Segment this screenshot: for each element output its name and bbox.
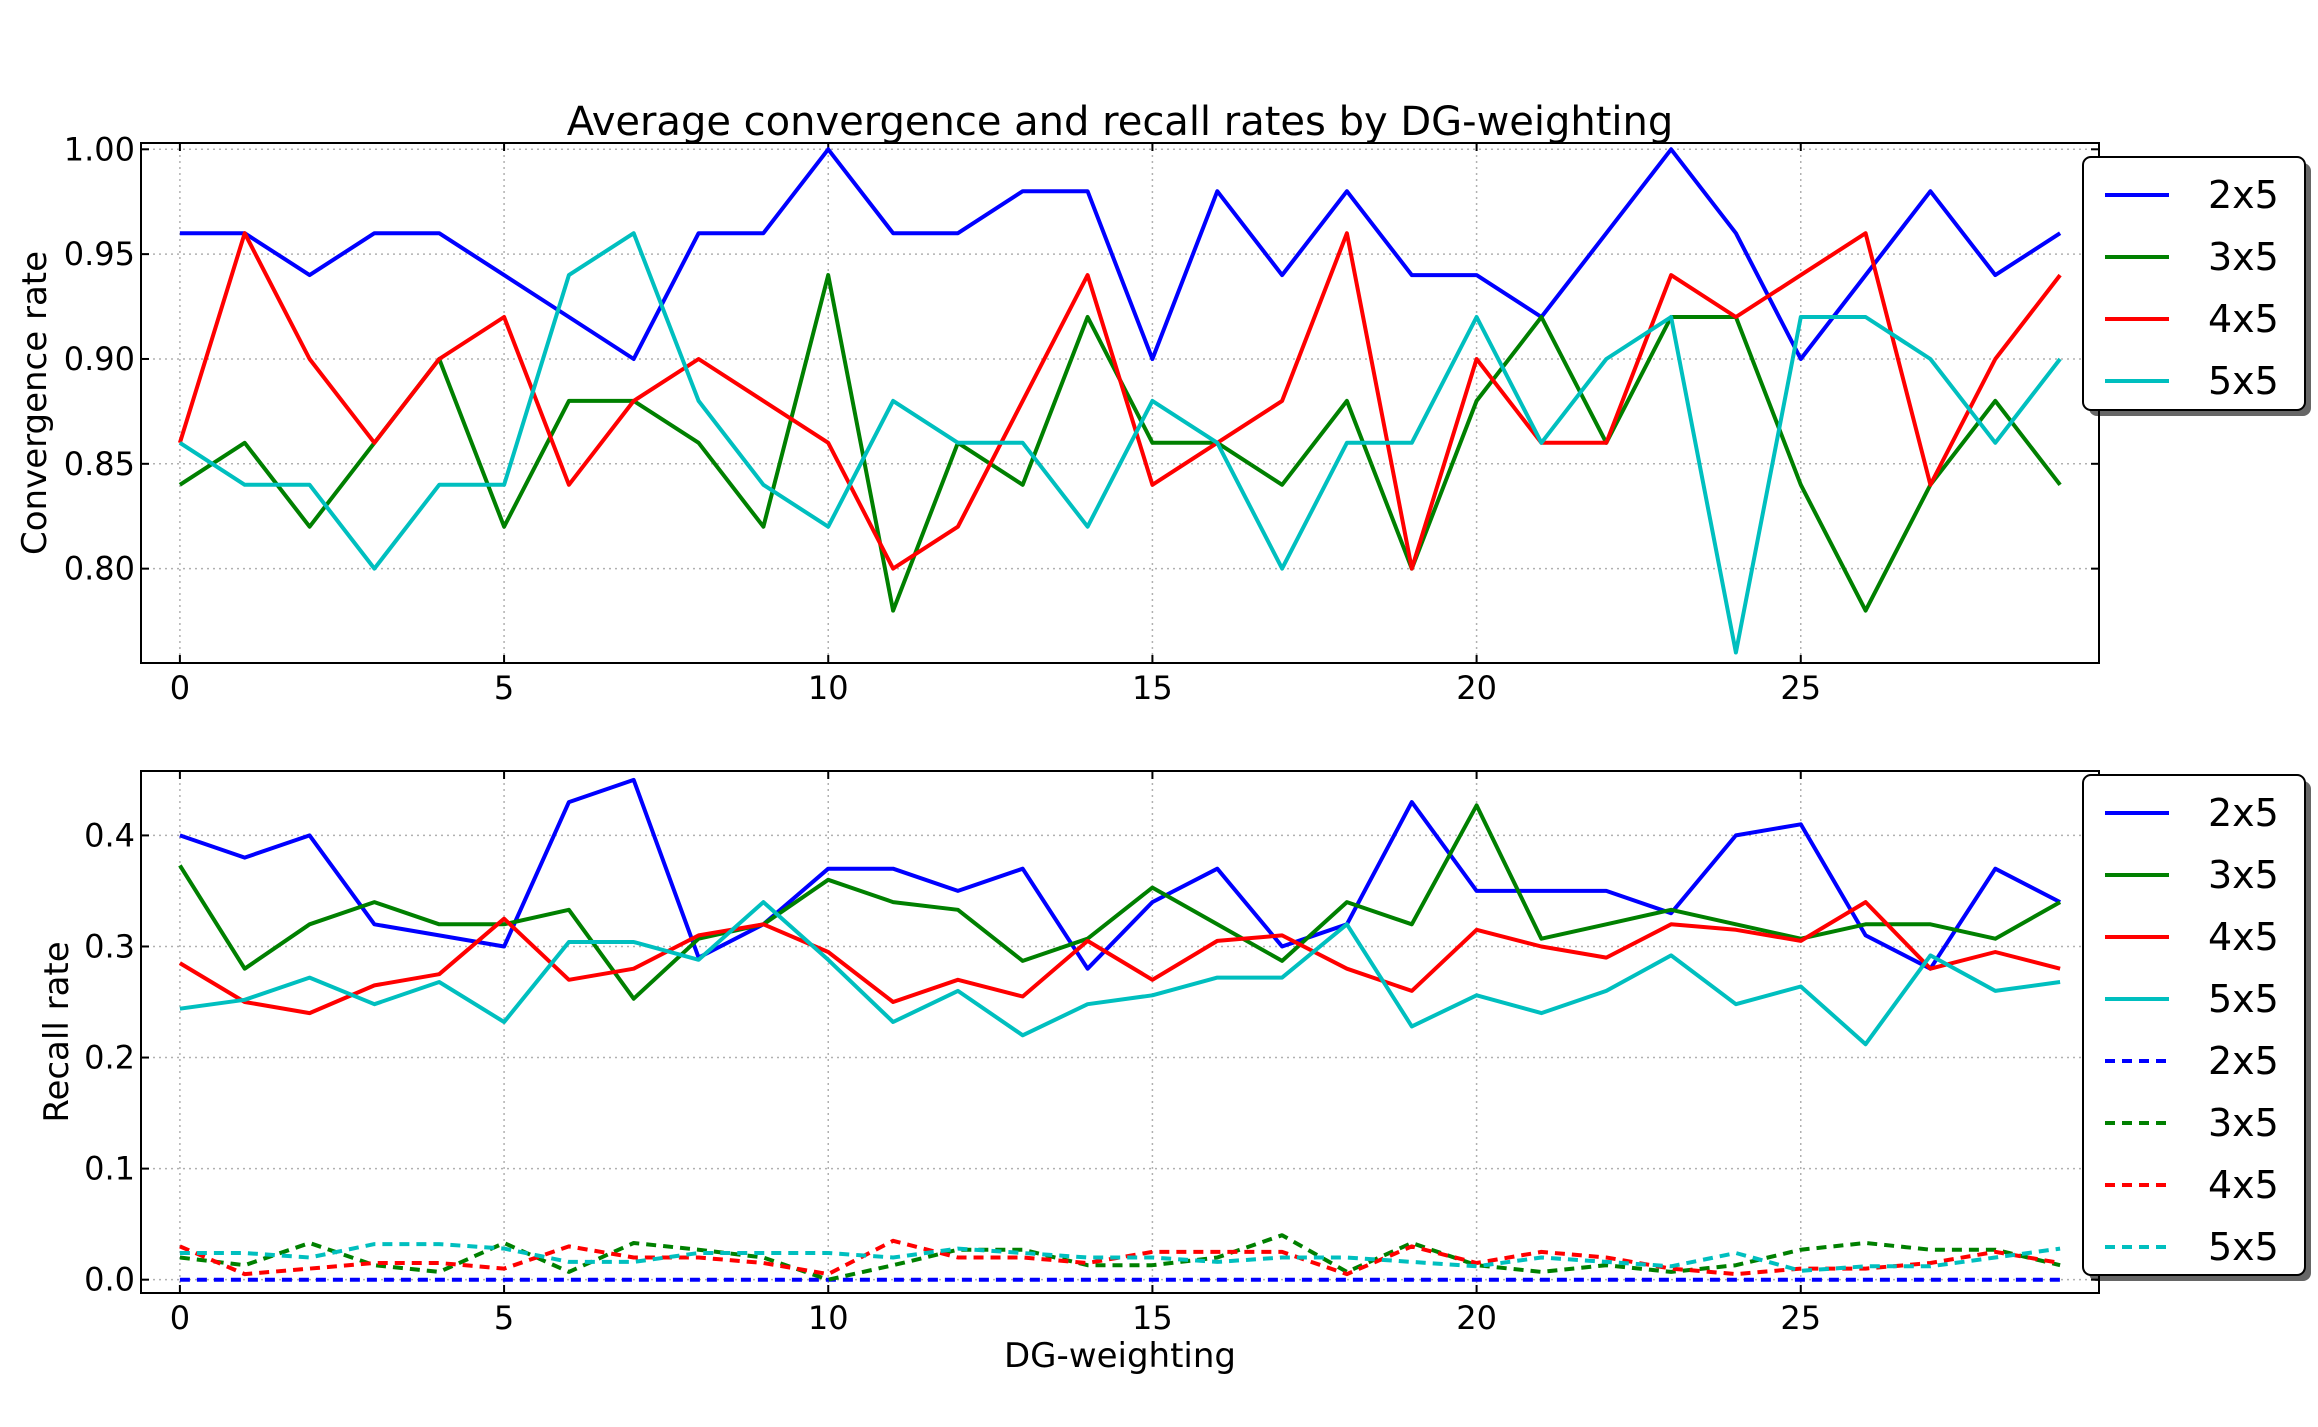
chart-panel-2: 0 5 10 15 20 25 0.0 0.1 0.2 0.3 0.4 Recall rate DG-w… — [37, 770, 2311, 1376]
x-tick-label: 25 — [1780, 669, 1821, 707]
legend-label: 3x5 — [2208, 235, 2279, 279]
legend-label: 5x5 — [2208, 977, 2279, 1021]
x-tick-label: 25 — [1780, 1299, 1821, 1337]
legend: 2x5 3x5 4x5 5x5 2x5 3x5 4x5 5x5 — [2082, 774, 2311, 1281]
series-line-4x5-solid — [177, 231, 2062, 571]
series-line-3x5-solid — [178, 803, 2062, 1001]
y-tick-label: 0.2 — [84, 1039, 135, 1077]
x-tick-label: 20 — [1456, 669, 1497, 707]
legend-label: 2x5 — [2208, 1039, 2279, 1083]
y-axis-label: Convergence rate — [15, 251, 55, 555]
x-axis-label: DG-weighting — [1004, 1336, 1236, 1376]
legend-label: 3x5 — [2208, 853, 2279, 897]
series-line-5x5-solid — [179, 900, 2061, 1047]
plot-frame — [140, 770, 2100, 1294]
y-tick-label: 0.90 — [64, 340, 135, 378]
series-line-5x5-solid — [178, 231, 2062, 655]
series-line-4x5-dashed — [179, 1238, 2061, 1277]
legend-label: 4x5 — [2208, 915, 2279, 959]
y-tick-label: 0.1 — [84, 1150, 135, 1188]
y-tick-label: 0.85 — [64, 445, 135, 483]
legend-label: 5x5 — [2208, 359, 2279, 403]
legend: 2x5 3x5 4x5 5x5 — [2082, 156, 2311, 416]
y-tick-label: 0.0 — [84, 1261, 135, 1299]
x-tick-label: 0 — [170, 1299, 190, 1337]
x-tick-label: 15 — [1132, 1299, 1173, 1337]
legend-label: 4x5 — [2208, 1163, 2279, 1207]
legend-label: 2x5 — [2208, 791, 2279, 835]
x-tick-label: 10 — [808, 1299, 849, 1337]
series-line-4x5-solid — [178, 900, 2061, 1016]
x-tick-label: 5 — [494, 669, 514, 707]
y-axis-label: Recall rate — [37, 941, 77, 1122]
chart-title: Average convergence and recall rates by … — [567, 99, 1674, 145]
legend-label: 2x5 — [2208, 173, 2279, 217]
y-tick-label: 1.00 — [64, 130, 135, 168]
y-tick-label: 0.3 — [84, 927, 135, 965]
y-tick-label: 0.95 — [64, 235, 135, 273]
x-tick-label: 15 — [1132, 669, 1173, 707]
legend-box — [2082, 156, 2306, 411]
series-line-2x5-solid — [179, 147, 2062, 361]
y-tick-label: 0.80 — [64, 550, 135, 588]
legend-box — [2082, 774, 2306, 1276]
legend-label: 4x5 — [2208, 297, 2279, 341]
x-tick-label: 10 — [808, 669, 849, 707]
legend-label: 5x5 — [2208, 1225, 2279, 1269]
legend-label: 3x5 — [2208, 1101, 2279, 1145]
series-line-2x5-solid — [179, 777, 2062, 971]
y-tick-label: 0.4 — [84, 816, 135, 854]
x-tick-label: 5 — [494, 1299, 514, 1337]
x-tick-label: 0 — [170, 669, 190, 707]
series-line-5x5-dashed — [179, 1242, 2061, 1273]
x-tick-label: 20 — [1456, 1299, 1497, 1337]
plot-frame — [140, 142, 2100, 664]
chart-panel-1: 0 5 10 15 20 25 0.80 0.85 0.90 0.95 1.00 Average co… — [15, 99, 2311, 707]
